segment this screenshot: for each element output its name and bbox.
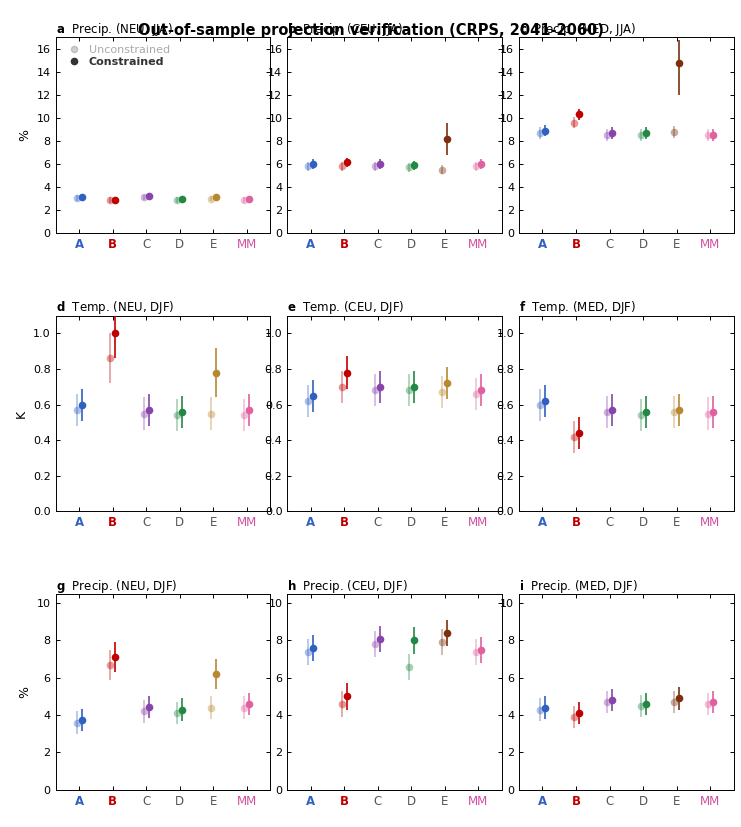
Text: $\bf{f}$  Temp. (MED, DJF): $\bf{f}$ Temp. (MED, DJF) [519, 299, 636, 317]
Text: $\bf{i}$  Precip. (MED, DJF): $\bf{i}$ Precip. (MED, DJF) [519, 577, 638, 595]
Text: $\bf{g}$  Precip. (NEU, DJF): $\bf{g}$ Precip. (NEU, DJF) [56, 577, 177, 595]
Y-axis label: %: % [19, 686, 31, 698]
Legend: Unconstrained, Constrained: Unconstrained, Constrained [61, 43, 172, 69]
Text: $\bf{d}$  Temp. (NEU, DJF): $\bf{d}$ Temp. (NEU, DJF) [56, 299, 174, 317]
Text: Out-of-sample projection verification (CRPS, 2041-2060): Out-of-sample projection verification (C… [138, 23, 603, 38]
Text: $\bf{c}$  Precip. (MED, JJA): $\bf{c}$ Precip. (MED, JJA) [519, 21, 637, 38]
Y-axis label: K: K [14, 409, 27, 418]
Y-axis label: %: % [18, 129, 31, 141]
Text: $\bf{a}$  Precip. (NEU, JJA): $\bf{a}$ Precip. (NEU, JJA) [56, 21, 172, 38]
Text: $\bf{h}$  Precip. (CEU, DJF): $\bf{h}$ Precip. (CEU, DJF) [288, 577, 408, 595]
Text: $\bf{e}$  Temp. (CEU, DJF): $\bf{e}$ Temp. (CEU, DJF) [288, 299, 405, 317]
Text: $\bf{b}$  Precip. (CEU, JJA): $\bf{b}$ Precip. (CEU, JJA) [288, 21, 404, 38]
